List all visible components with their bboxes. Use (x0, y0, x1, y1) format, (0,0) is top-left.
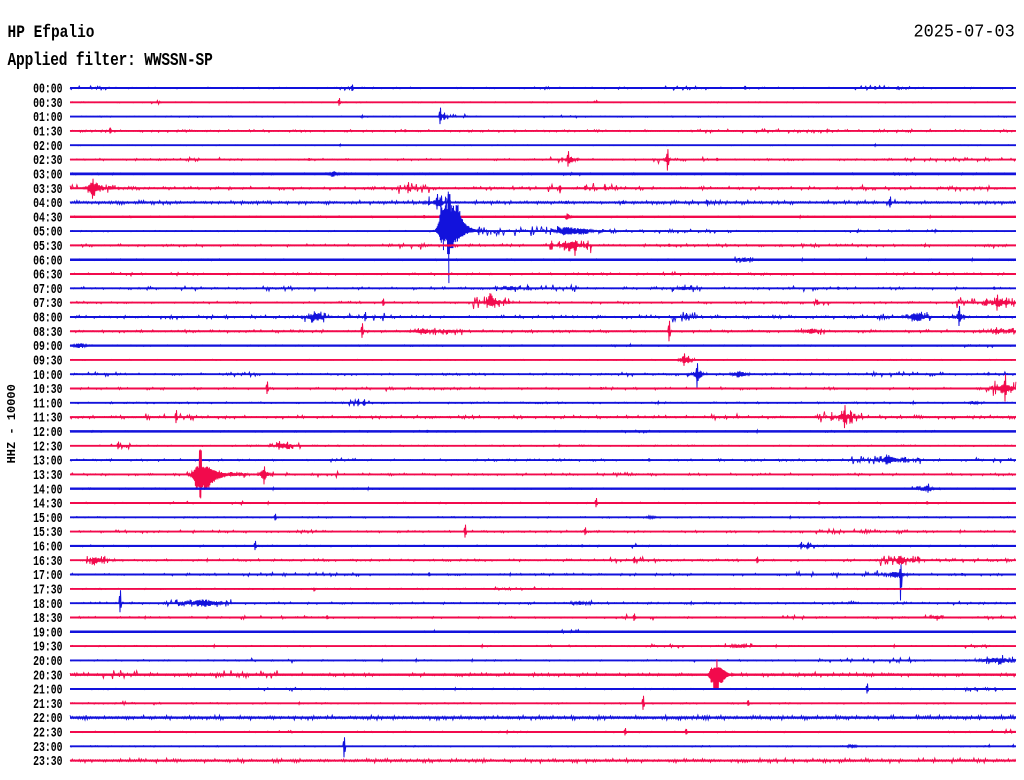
svg-text:19:00: 19:00 (33, 625, 62, 641)
svg-text:17:30: 17:30 (33, 582, 62, 598)
svg-text:09:30: 09:30 (33, 353, 62, 369)
svg-text:15:00: 15:00 (33, 510, 62, 526)
svg-text:14:00: 14:00 (33, 482, 62, 498)
svg-text:02:30: 02:30 (33, 153, 62, 169)
svg-text:07:30: 07:30 (33, 296, 62, 312)
svg-text:21:30: 21:30 (33, 696, 62, 712)
svg-text:18:30: 18:30 (33, 610, 62, 626)
svg-text:08:30: 08:30 (33, 324, 62, 340)
svg-text:18:00: 18:00 (33, 596, 62, 612)
svg-text:13:00: 13:00 (33, 453, 62, 469)
svg-text:11:30: 11:30 (33, 410, 62, 426)
svg-text:HHZ - 10000: HHZ - 10000 (5, 384, 19, 463)
svg-text:15:30: 15:30 (33, 525, 62, 541)
svg-text:19:30: 19:30 (33, 639, 62, 655)
svg-text:2025-07-03: 2025-07-03 (914, 22, 1015, 43)
svg-text:20:30: 20:30 (33, 668, 62, 684)
svg-text:02:00: 02:00 (33, 138, 62, 154)
svg-text:20:00: 20:00 (33, 653, 62, 669)
svg-text:08:00: 08:00 (33, 310, 62, 326)
svg-text:01:00: 01:00 (33, 110, 62, 126)
svg-text:23:00: 23:00 (33, 739, 62, 755)
svg-text:23:30: 23:30 (33, 754, 62, 770)
svg-text:06:00: 06:00 (33, 253, 62, 269)
svg-text:03:30: 03:30 (33, 181, 62, 197)
svg-text:22:00: 22:00 (33, 711, 62, 727)
svg-text:06:30: 06:30 (33, 267, 62, 283)
svg-text:22:30: 22:30 (33, 725, 62, 741)
svg-text:10:30: 10:30 (33, 381, 62, 397)
svg-text:HP Efpalio: HP Efpalio (8, 23, 95, 43)
svg-text:11:00: 11:00 (33, 396, 62, 412)
svg-text:05:00: 05:00 (33, 224, 62, 240)
svg-text:00:00: 00:00 (33, 81, 62, 97)
svg-text:04:30: 04:30 (33, 210, 62, 226)
svg-text:13:30: 13:30 (33, 467, 62, 483)
svg-text:16:30: 16:30 (33, 553, 62, 569)
svg-text:16:00: 16:00 (33, 539, 62, 555)
svg-text:01:30: 01:30 (33, 124, 62, 140)
svg-text:14:30: 14:30 (33, 496, 62, 512)
svg-text:Applied filter: WWSSN-SP: Applied filter: WWSSN-SP (8, 50, 213, 71)
svg-text:00:30: 00:30 (33, 95, 62, 111)
svg-text:12:30: 12:30 (33, 439, 62, 455)
svg-text:10:00: 10:00 (33, 367, 62, 383)
svg-text:07:00: 07:00 (33, 281, 62, 297)
svg-text:17:00: 17:00 (33, 567, 62, 583)
svg-text:04:00: 04:00 (33, 195, 62, 211)
svg-text:03:00: 03:00 (33, 167, 62, 183)
svg-text:21:00: 21:00 (33, 682, 62, 698)
svg-text:09:00: 09:00 (33, 339, 62, 355)
svg-text:05:30: 05:30 (33, 238, 62, 254)
svg-text:12:00: 12:00 (33, 424, 62, 440)
